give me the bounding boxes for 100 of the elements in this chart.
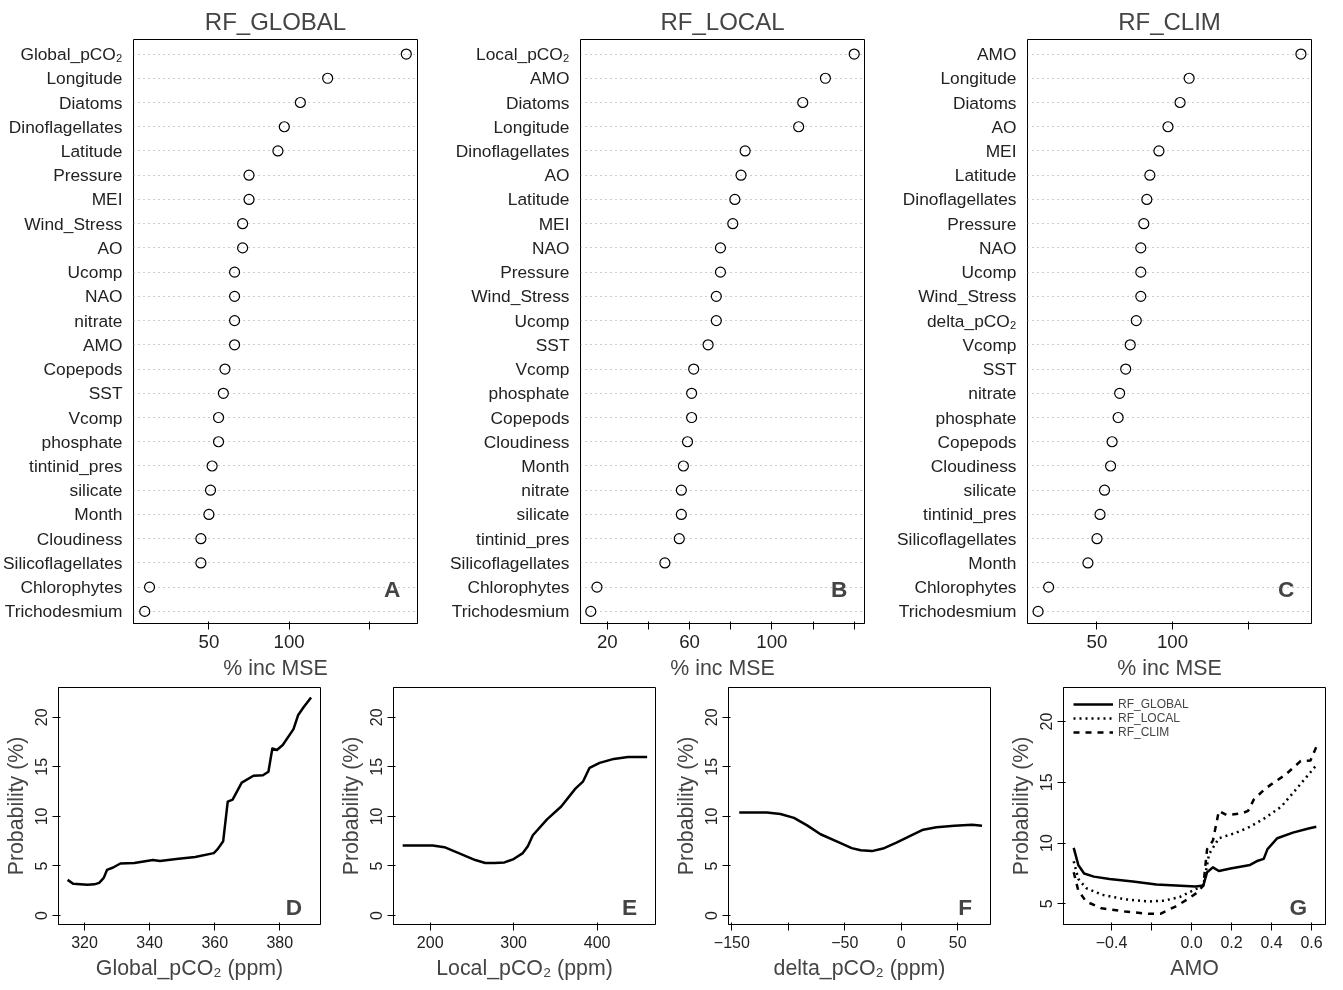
- y-tick-label: Cloudiness: [36, 528, 123, 549]
- x-tick-label: 300: [500, 933, 528, 951]
- y-tick-label: Month: [968, 552, 1017, 573]
- y-tick-label: Latitude: [507, 189, 570, 210]
- y-tick-label: SST: [535, 334, 570, 355]
- y-tick-label: AO: [97, 237, 123, 258]
- y-tick-label: Longitude: [940, 68, 1017, 89]
- y-tick-label: Longitude: [493, 116, 570, 137]
- y-axis-title: Probability (%): [338, 736, 363, 876]
- y-tick-label: Wind_Stress: [471, 286, 570, 307]
- x-tick-label: 360: [201, 933, 229, 951]
- y-tick-label: silicate: [963, 480, 1017, 501]
- y-tick-label: Pressure: [947, 213, 1017, 234]
- y-tick-label: MEI: [91, 189, 123, 210]
- x-tick-label: −50: [831, 933, 859, 951]
- x-tick-label: 400: [583, 933, 611, 951]
- y-tick-label: 15: [368, 757, 386, 776]
- x-tick-label: 380: [266, 933, 294, 951]
- y-tick-label: MEI: [538, 213, 570, 234]
- x-tick-label: 340: [136, 933, 164, 951]
- y-tick-label: silicate: [516, 504, 570, 525]
- y-tick-label: Silicoflagellates: [3, 552, 123, 573]
- y-tick-label: Dinoflagellates: [902, 189, 1017, 210]
- x-tick-label: −150: [713, 933, 751, 951]
- y-tick-label: phosphate: [488, 383, 570, 404]
- x-tick-label: 0.0: [1180, 933, 1203, 951]
- y-tick-label: Cloudiness: [930, 455, 1017, 476]
- y-tick-label: delta_pCO₂: [926, 310, 1017, 331]
- x-axis-title: Global_pCO₂ (ppm): [95, 955, 284, 980]
- chart-title: RF_LOCAL: [660, 7, 785, 35]
- x-axis-title: % inc MSE: [223, 655, 328, 680]
- y-tick-label: AMO: [977, 44, 1017, 65]
- y-tick-label: Ucomp: [514, 310, 570, 331]
- annotation: D: [285, 893, 303, 920]
- y-tick-label: 10: [33, 807, 51, 826]
- y-tick-label: NAO: [84, 286, 123, 307]
- x-axis-title: % inc MSE: [1117, 655, 1222, 680]
- y-axis-title: Probability (%): [673, 736, 698, 876]
- x-tick-label: 0.6: [1300, 933, 1323, 951]
- y-tick-label: 20: [368, 708, 386, 727]
- y-tick-label: Copepods: [43, 359, 123, 380]
- y-tick-label: nitrate: [74, 310, 123, 331]
- y-tick-label: Pressure: [500, 262, 570, 283]
- y-tick-label: Trichodesmium: [898, 601, 1017, 622]
- y-tick-label: Wind_Stress: [24, 213, 123, 234]
- y-tick-label: 15: [1038, 773, 1056, 792]
- y-tick-label: AMO: [83, 334, 123, 355]
- chart-title: RF_CLIM: [1118, 7, 1221, 35]
- y-tick-label: 5: [703, 861, 721, 871]
- x-tick-label: −0.4: [1095, 933, 1128, 951]
- legend-label: RF_LOCAL: [1118, 711, 1181, 725]
- y-tick-label: 15: [33, 757, 51, 776]
- y-tick-label: Wind_Stress: [918, 286, 1017, 307]
- y-tick-label: Chlorophytes: [467, 577, 570, 598]
- y-tick-label: Diatoms: [952, 92, 1017, 113]
- y-tick-label: Chlorophytes: [20, 577, 123, 598]
- y-tick-label: 0: [368, 911, 386, 921]
- y-tick-label: Month: [74, 504, 123, 525]
- annotation: A: [384, 575, 401, 602]
- y-tick-label: 20: [1038, 712, 1056, 731]
- x-tick-label: 320: [71, 933, 98, 951]
- x-tick-label: 20: [596, 630, 618, 652]
- x-axis-title: AMO: [1170, 955, 1219, 980]
- y-tick-label: phosphate: [41, 431, 123, 452]
- x-tick-label: 0.4: [1260, 933, 1283, 951]
- y-tick-label: SST: [982, 359, 1017, 380]
- x-tick-label: 0.2: [1220, 933, 1243, 951]
- y-tick-label: 15: [703, 757, 721, 776]
- x-tick-label: 50: [198, 630, 220, 652]
- y-tick-label: nitrate: [521, 480, 570, 501]
- y-tick-label: 20: [703, 708, 721, 727]
- y-tick-label: Chlorophytes: [914, 577, 1017, 598]
- y-tick-label: SST: [88, 383, 123, 404]
- y-tick-label: Longitude: [46, 68, 123, 89]
- x-tick-label: 100: [273, 630, 305, 652]
- x-tick-label: 200: [416, 933, 444, 951]
- y-tick-label: Copepods: [937, 431, 1017, 452]
- y-tick-label: tintinid_pres: [923, 504, 1017, 525]
- x-axis-title: % inc MSE: [670, 655, 775, 680]
- y-tick-label: AMO: [530, 68, 570, 89]
- y-tick-label: Month: [521, 455, 570, 476]
- y-tick-label: Latitude: [60, 140, 123, 161]
- y-tick-label: 5: [1038, 899, 1056, 909]
- y-tick-label: 5: [33, 861, 51, 871]
- x-tick-label: 50: [1086, 630, 1108, 652]
- y-tick-label: Dinoflagellates: [455, 140, 570, 161]
- x-tick-label: 60: [679, 630, 700, 652]
- legend-label: RF_CLIM: [1118, 725, 1170, 739]
- annotation: C: [1278, 575, 1295, 602]
- y-tick-label: Dinoflagellates: [8, 116, 123, 137]
- y-tick-label: MEI: [985, 140, 1017, 161]
- y-tick-label: Ucomp: [961, 262, 1017, 283]
- y-tick-label: Local_pCO₂: [476, 44, 570, 65]
- y-tick-label: Trichodesmium: [4, 601, 123, 622]
- y-tick-label: Diatoms: [58, 92, 123, 113]
- y-tick-label: phosphate: [935, 407, 1017, 428]
- y-tick-label: AO: [544, 165, 570, 186]
- annotation: B: [831, 575, 848, 602]
- y-tick-label: Trichodesmium: [451, 601, 570, 622]
- y-tick-label: 0: [33, 911, 51, 921]
